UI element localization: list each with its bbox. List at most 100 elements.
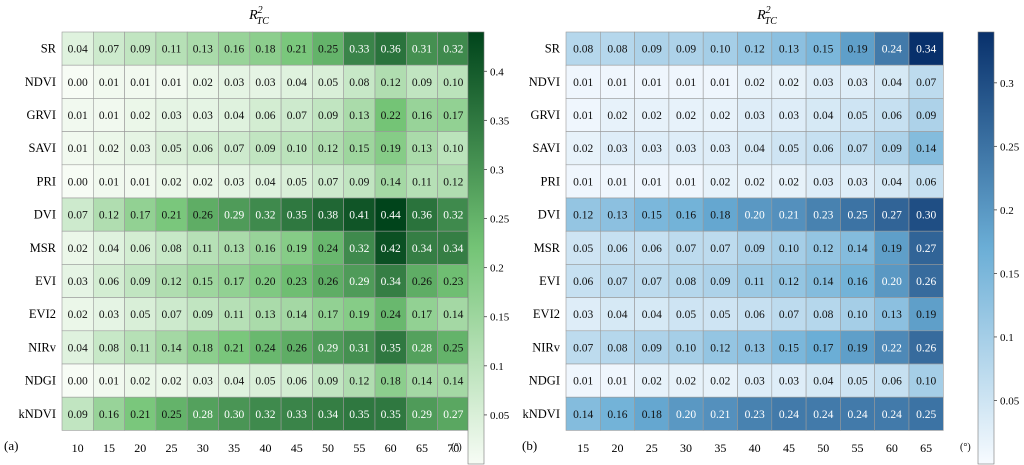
- heatmap-b-cell-label: 0.14: [847, 243, 867, 255]
- heatmap-a-cell-label: 0.09: [68, 409, 88, 421]
- heatmap-b-cell-label: 0.07: [779, 309, 799, 321]
- heatmap-b-cell-label: 0.02: [710, 376, 730, 388]
- heatmap-b-cell-label: 0.26: [916, 276, 936, 288]
- heatmap-b-cell-label: 0.03: [813, 176, 833, 188]
- heatmap-b-cell-label: 0.09: [710, 276, 730, 288]
- heatmap-b-cell-label: 0.08: [573, 44, 593, 56]
- heatmap-a-cell: [61, 330, 94, 365]
- heatmap-a-cell: [374, 197, 407, 232]
- heatmap-a-cell-label: 0.04: [224, 376, 244, 388]
- heatmap-a-y-labels: SR NDVI GRVI SAVI PRI DVI MSR EVI EVI2 NIRv NDGI kN…: [19, 42, 57, 421]
- heatmap-a-cell-label: 0.07: [318, 176, 338, 188]
- heatmap-b-cell-label: 0.09: [882, 143, 902, 155]
- heatmap-b-cell-label: 0.07: [847, 143, 867, 155]
- heatmap-a-cell-label: 0.13: [193, 44, 213, 56]
- heatmap-a-x-label: 30: [197, 441, 209, 455]
- heatmap-b-cell: [874, 197, 910, 232]
- heatmap-b-y-label: PRI: [541, 174, 560, 188]
- heatmap-b-y-label: SR: [545, 42, 561, 56]
- heatmap-a-cell-label: 0.09: [130, 276, 150, 288]
- heatmap-b-cell-label: 0.07: [607, 276, 627, 288]
- heatmap-b-cell-label: 0.03: [745, 376, 765, 388]
- colorbar-a-tick-label: 0.25: [490, 214, 510, 226]
- heatmap-b-cell: [908, 164, 944, 199]
- heatmap-a-cell-label: 0.32: [443, 44, 463, 56]
- heatmap-a-cell-label: 0.01: [161, 77, 181, 89]
- heatmap-a-cell-label: 0.17: [224, 276, 244, 288]
- heatmap-b-cell: [599, 31, 635, 66]
- heatmap-b-cell-label: 0.01: [573, 110, 593, 122]
- heatmap-b-cell-label: 0.08: [607, 342, 627, 354]
- heatmap-b-cell: [908, 131, 944, 166]
- heatmap-a-cell: [312, 197, 344, 232]
- heatmap-a-cell-label: 0.29: [318, 342, 338, 354]
- heatmap-a-x-label: 50: [322, 441, 334, 455]
- heatmap-a-cell: [93, 330, 125, 365]
- heatmap-a-x-label: 55: [353, 441, 365, 455]
- heatmap-a-cell: [280, 98, 313, 132]
- heatmap-b-cell-label: 0.24: [779, 409, 799, 421]
- panel-b-title-main: R: [756, 8, 766, 23]
- heatmap-a-cell-label: 0.12: [381, 77, 401, 89]
- heatmap-a-cell-label: 0.25: [318, 44, 338, 56]
- panel-a-title-main: R: [248, 8, 258, 23]
- heatmap-a-cell-label: 0.24: [318, 243, 338, 255]
- heatmap-b-cell: [874, 164, 910, 199]
- heatmap-b-cell: [840, 31, 876, 66]
- heatmap-b-cell-label: 0.01: [573, 77, 593, 89]
- colorbar-a-bar: [467, 31, 485, 465]
- heatmap-a-cell-label: 0.04: [255, 176, 275, 188]
- heatmap-a-y-label: GRVI: [26, 108, 56, 122]
- heatmap-b-x-label: 35: [714, 441, 726, 455]
- heatmap-a-cells: 0.04 0.07 0.09 0.11 0.13 0.16 0.18 0.21 0.25 0.33…: [61, 31, 470, 431]
- heatmap-b-cell-label: 0.09: [642, 44, 662, 56]
- heatmap-b-cell-label: 0.10: [710, 44, 730, 56]
- heatmap-a-cell-label: 0.16: [224, 44, 244, 56]
- heatmap-b-cell: [908, 297, 944, 332]
- heatmap-b-cell: [668, 31, 704, 66]
- heatmap-b-cell: [599, 330, 635, 365]
- heatmap-a-cell: [249, 64, 282, 99]
- heatmap-a-cell: [155, 297, 188, 332]
- heatmap-a-cell-label: 0.24: [255, 342, 275, 354]
- heatmap-a-cell: [280, 264, 313, 298]
- heatmap-a-cell-label: 0.10: [443, 143, 463, 155]
- heatmap-a-cell-label: 0.02: [193, 176, 213, 188]
- panel-a-title: R2 TC: [248, 5, 269, 27]
- colorbar-b-tick-label: 0.1: [1000, 332, 1014, 344]
- heatmap-b-cell-label: 0.24: [882, 44, 902, 56]
- heatmap-b-cell: [771, 131, 807, 166]
- heatmap-b-cell-label: 0.11: [745, 276, 765, 288]
- heatmap-a-cell: [124, 297, 157, 332]
- heatmap-a-cell: [155, 363, 188, 398]
- heatmap-a-cell: [280, 164, 313, 199]
- heatmap-b-cell: [702, 197, 738, 232]
- heatmap-b-cell: [771, 98, 807, 132]
- colorbar-a-tick-label: 0.35: [490, 115, 510, 127]
- heatmap-a-cell-label: 0.18: [193, 342, 213, 354]
- heatmap-a-cell-label: 0.03: [161, 110, 181, 122]
- heatmap-b-cell-label: 0.22: [882, 342, 902, 354]
- heatmap-b-cell: [840, 64, 876, 99]
- heatmap-b-cell: [634, 164, 670, 199]
- heatmap-b-cell-label: 0.07: [916, 77, 936, 89]
- heatmap-b-cell: [805, 164, 841, 199]
- heatmap-b-y-label: EVI2: [533, 307, 560, 321]
- heatmap-a-cell-label: 0.32: [255, 210, 275, 222]
- heatmap-b-cell: [805, 64, 841, 99]
- heatmap-b-cell: [874, 264, 910, 298]
- heatmap-a-cell: [93, 98, 125, 132]
- heatmap-b-cell-label: 0.18: [710, 210, 730, 222]
- heatmap-b-cell-label: 0.14: [573, 409, 593, 421]
- heatmap-a-cell-label: 0.34: [381, 276, 401, 288]
- heatmap-b-cell-label: 0.05: [573, 243, 593, 255]
- heatmap-b-cell-label: 0.24: [847, 409, 867, 421]
- heatmap-b-cell-label: 0.01: [607, 176, 627, 188]
- panel-b-title-sup: 2: [766, 5, 771, 16]
- heatmap-b-cell-label: 0.10: [779, 243, 799, 255]
- heatmap-a-cell-label: 0.14: [161, 342, 181, 354]
- heatmap-b-cell: [840, 264, 876, 298]
- heatmap-b-cell-label: 0.03: [642, 143, 662, 155]
- heatmap-a-x-label: 40: [259, 441, 271, 455]
- heatmap-b-cell: [840, 363, 876, 398]
